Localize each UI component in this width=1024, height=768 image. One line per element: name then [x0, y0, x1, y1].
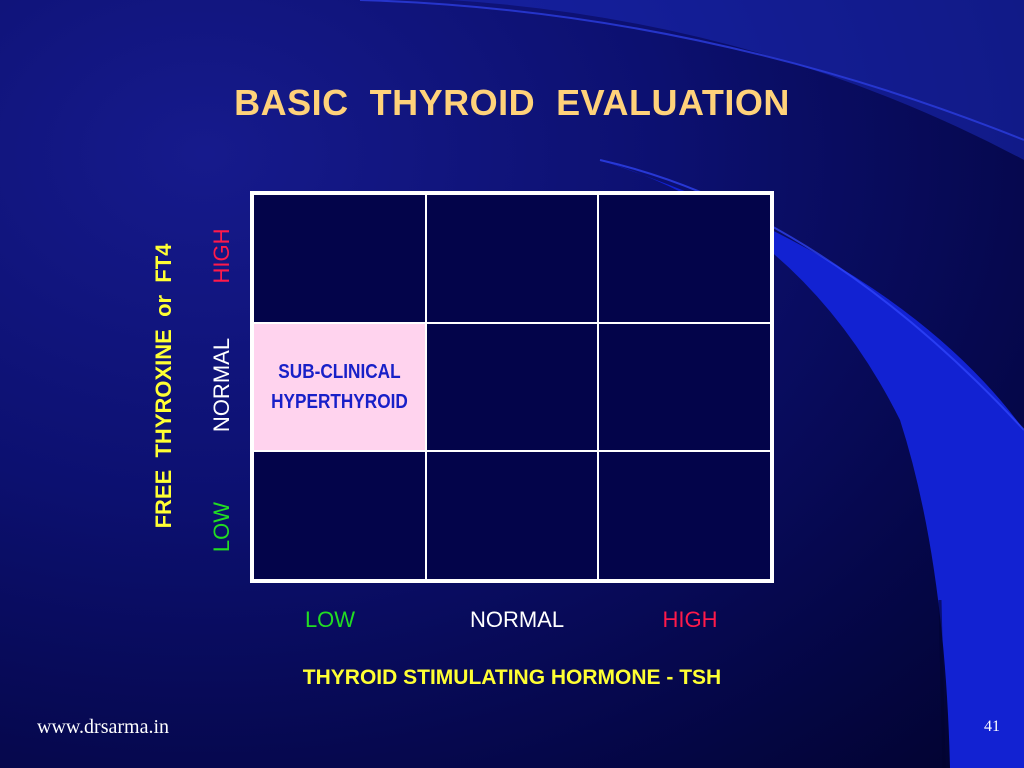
- slide-title: BASIC THYROID EVALUATION: [234, 82, 790, 123]
- footer-url[interactable]: www.drsarma.in: [37, 716, 170, 738]
- slide-number: 41: [984, 718, 1000, 735]
- cell-ft4-high-tsh-low: [253, 194, 426, 323]
- y-level-normal: NORMAL: [209, 337, 234, 433]
- cell-ft4-low-tsh-low: [253, 451, 426, 580]
- cell-label-line-1: SUB-CLINICAL: [278, 360, 401, 383]
- cell-ft4-low-tsh-normal: [425, 451, 599, 580]
- x-axis-title: THYROID STIMULATING HORMONE - TSH: [302, 666, 722, 689]
- x-level-low: LOW: [304, 607, 356, 632]
- cell-ft4-high-tsh-normal: [425, 194, 599, 323]
- cell-ft4-normal-tsh-low: SUB-CLINICAL HYPERTHYROID: [253, 322, 426, 452]
- evaluation-grid: SUB-CLINICAL HYPERTHYROID: [250, 191, 774, 583]
- cell-ft4-normal-tsh-normal: [425, 322, 599, 452]
- y-axis-title: FREE THYROXINE or FT4: [151, 243, 176, 529]
- x-level-high: HIGH: [662, 607, 718, 632]
- cell-ft4-low-tsh-high: [598, 451, 771, 580]
- y-level-low: LOW: [209, 501, 234, 553]
- x-level-normal: NORMAL: [469, 607, 565, 632]
- cell-label-line-2: HYPERTHYROID: [270, 390, 408, 413]
- cell-ft4-normal-tsh-high: [598, 322, 771, 452]
- y-level-high: HIGH: [209, 228, 234, 284]
- cell-ft4-high-tsh-high: [598, 194, 771, 323]
